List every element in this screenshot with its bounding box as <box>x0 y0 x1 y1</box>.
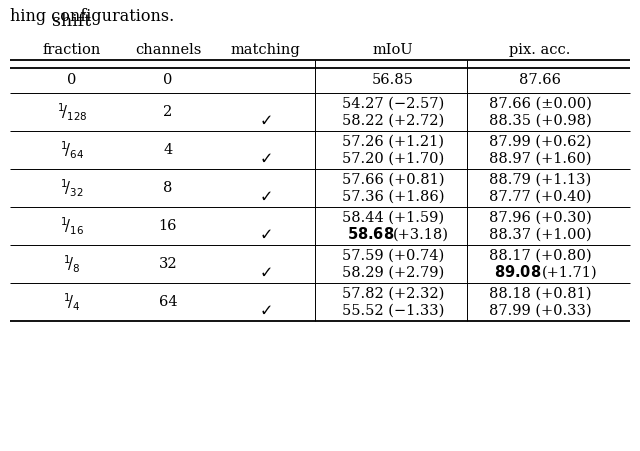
Text: $^{1}\!/_{16}$: $^{1}\!/_{16}$ <box>60 215 84 237</box>
Text: (+3.18): (+3.18) <box>393 227 449 241</box>
Text: $\checkmark$: $\checkmark$ <box>259 188 271 205</box>
Text: 16: 16 <box>159 219 177 233</box>
Text: 0: 0 <box>67 73 77 87</box>
Text: (+1.71): (+1.71) <box>542 265 598 279</box>
Text: 58.22 (+2.72): 58.22 (+2.72) <box>342 113 444 127</box>
Text: 88.17 (+0.80): 88.17 (+0.80) <box>489 249 591 262</box>
Text: 88.35 (+0.98): 88.35 (+0.98) <box>488 113 591 127</box>
Text: $\checkmark$: $\checkmark$ <box>259 112 271 129</box>
Text: pix. acc.: pix. acc. <box>509 43 571 57</box>
Text: hing configurations.: hing configurations. <box>10 8 174 25</box>
Text: $^{1}\!/_{4}$: $^{1}\!/_{4}$ <box>63 291 81 313</box>
Text: 88.18 (+0.81): 88.18 (+0.81) <box>489 287 591 301</box>
Text: $\checkmark$: $\checkmark$ <box>259 264 271 281</box>
Text: 58.29 (+2.79): 58.29 (+2.79) <box>342 265 444 279</box>
Text: matching: matching <box>230 43 300 57</box>
Text: 87.66: 87.66 <box>519 73 561 87</box>
Text: channels: channels <box>135 43 201 57</box>
Text: $\mathbf{58.68}$: $\mathbf{58.68}$ <box>348 226 395 242</box>
Text: 87.66 (±0.00): 87.66 (±0.00) <box>488 97 591 110</box>
Text: 57.20 (+1.70): 57.20 (+1.70) <box>342 152 444 166</box>
Text: 55.52 (−1.33): 55.52 (−1.33) <box>342 304 444 318</box>
Text: 87.99 (+0.33): 87.99 (+0.33) <box>489 304 591 318</box>
Text: 57.26 (+1.21): 57.26 (+1.21) <box>342 135 444 149</box>
Text: 54.27 (−2.57): 54.27 (−2.57) <box>342 97 444 110</box>
Text: $\checkmark$: $\checkmark$ <box>259 226 271 243</box>
Text: $\checkmark$: $\checkmark$ <box>259 150 271 167</box>
Text: 88.97 (+1.60): 88.97 (+1.60) <box>489 152 591 166</box>
Text: $^{1}\!/_{64}$: $^{1}\!/_{64}$ <box>60 139 84 161</box>
Text: 32: 32 <box>159 257 177 271</box>
Text: 4: 4 <box>163 143 173 157</box>
Text: 2: 2 <box>163 105 173 119</box>
Text: 57.36 (+1.86): 57.36 (+1.86) <box>342 189 444 203</box>
Text: 87.77 (+0.40): 87.77 (+0.40) <box>489 189 591 203</box>
Text: 58.44 (+1.59): 58.44 (+1.59) <box>342 211 444 225</box>
Text: 0: 0 <box>163 73 173 87</box>
Text: 64: 64 <box>159 295 177 309</box>
Text: 87.99 (+0.62): 87.99 (+0.62) <box>489 135 591 149</box>
Text: 57.82 (+2.32): 57.82 (+2.32) <box>342 287 444 301</box>
Text: $\checkmark$: $\checkmark$ <box>259 302 271 319</box>
Text: mIoU: mIoU <box>372 43 413 57</box>
Text: 87.96 (+0.30): 87.96 (+0.30) <box>488 211 591 225</box>
Text: 88.79 (+1.13): 88.79 (+1.13) <box>489 173 591 187</box>
Text: 88.37 (+1.00): 88.37 (+1.00) <box>489 227 591 241</box>
Text: $^{1}\!/_{32}$: $^{1}\!/_{32}$ <box>60 177 84 199</box>
Text: 8: 8 <box>163 181 173 195</box>
Text: $\mathbf{89.08}$: $\mathbf{89.08}$ <box>494 264 541 281</box>
Text: shift: shift <box>52 14 92 31</box>
Text: 56.85: 56.85 <box>372 73 414 87</box>
Text: $^{1}\!/_{8}$: $^{1}\!/_{8}$ <box>63 253 81 275</box>
Text: $^{1}\!/_{128}$: $^{1}\!/_{128}$ <box>57 101 87 123</box>
Text: fraction: fraction <box>43 43 101 57</box>
Text: 57.66 (+0.81): 57.66 (+0.81) <box>342 173 444 187</box>
Text: 57.59 (+0.74): 57.59 (+0.74) <box>342 249 444 262</box>
